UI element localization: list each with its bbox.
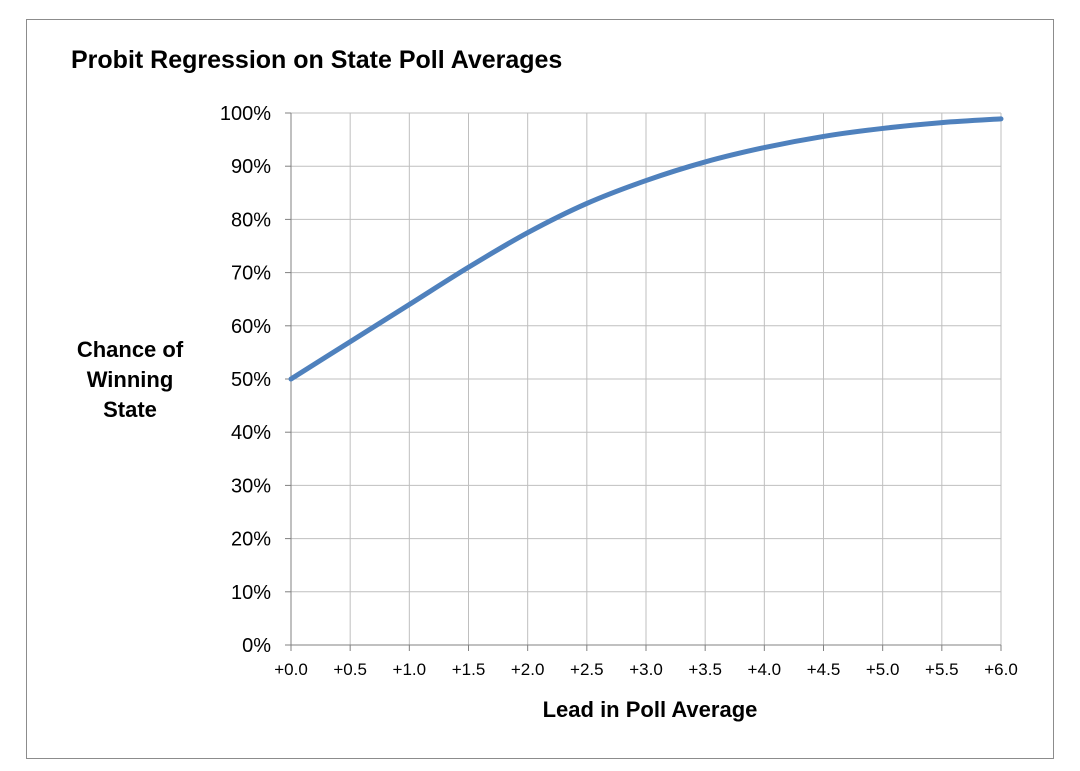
y-tick-label: 50% [231,369,271,391]
x-tick-label: +4.5 [807,660,841,679]
y-axis-label-line-3: State [103,397,157,422]
y-tick-label: 20% [231,529,271,551]
y-tick-label: 0% [242,635,271,657]
y-tick-label: 40% [231,422,271,444]
x-tick-label: +1.0 [393,660,427,679]
grid-layer [291,112,1002,645]
x-tick-label: +2.0 [511,660,545,679]
x-tick-label: +5.5 [925,660,959,679]
y-tick-label: 30% [231,475,271,497]
x-tick-label: +2.5 [570,660,604,679]
x-tick-label: +6.0 [984,660,1018,679]
y-tick-label: 60% [231,316,271,338]
series-layer [288,116,1004,382]
y-tick-label: 90% [231,156,271,178]
x-tick-label: +3.0 [629,660,663,679]
series-line-0 [288,116,1004,382]
chart-title: Probit Regression on State Poll Averages [71,46,562,74]
y-axis-label-line-2: Winning [87,367,174,392]
y-tick-label: 70% [231,263,271,285]
x-tick-label: +1.5 [452,660,486,679]
y-tick-labels: 0% 10% 20% 30% 40% 50% 60% 70% 80% 90% 100% [220,103,271,657]
x-tick-labels: +0.0 +0.5 +1.0 +1.5 +2.0 +2.5 +3.0 +3.5 +4.0 +4.5… [274,660,1018,679]
y-tick-label: 100% [220,103,271,125]
x-tick-label: +0.0 [274,660,308,679]
y-tick-label: 80% [231,209,271,231]
x-tick-label: +5.0 [866,660,900,679]
x-tick-label: +0.5 [333,660,367,679]
y-axis-label-line-1: Chance of [77,337,184,362]
x-tick-label: +3.5 [688,660,722,679]
axis-layer [285,112,1002,651]
y-tick-label: 10% [231,582,271,604]
x-tick-label: +4.0 [748,660,782,679]
x-axis-label: Lead in Poll Average [543,697,758,722]
